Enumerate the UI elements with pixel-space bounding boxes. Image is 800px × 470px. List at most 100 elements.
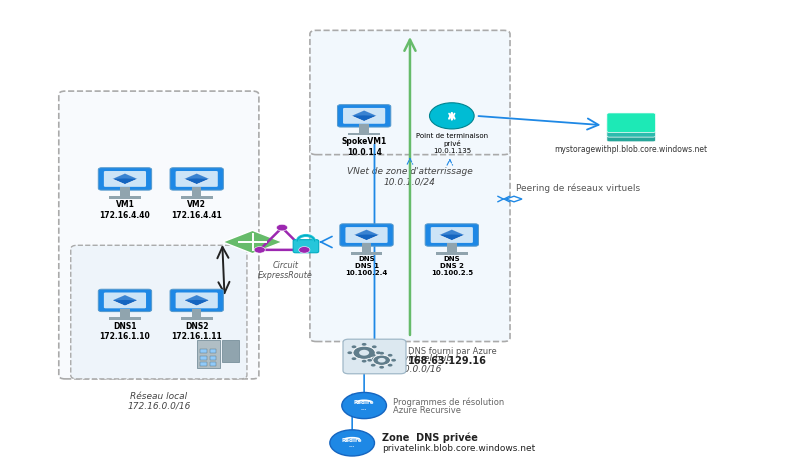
Circle shape: [378, 358, 386, 362]
FancyBboxPatch shape: [338, 105, 390, 127]
Polygon shape: [222, 230, 282, 254]
FancyBboxPatch shape: [293, 240, 318, 253]
Polygon shape: [354, 229, 379, 235]
FancyBboxPatch shape: [176, 171, 218, 187]
FancyBboxPatch shape: [340, 224, 393, 246]
Text: Circuit
ExpressRoute: Circuit ExpressRoute: [258, 261, 313, 280]
Circle shape: [371, 364, 375, 367]
Polygon shape: [351, 110, 377, 121]
Circle shape: [330, 430, 374, 456]
Polygon shape: [112, 295, 138, 306]
FancyBboxPatch shape: [176, 292, 218, 308]
Text: DNS
DNS 2
10.100.2.5: DNS DNS 2 10.100.2.5: [430, 257, 473, 276]
FancyBboxPatch shape: [104, 171, 146, 187]
Circle shape: [277, 224, 287, 231]
FancyBboxPatch shape: [104, 292, 146, 308]
FancyBboxPatch shape: [170, 168, 223, 190]
Bar: [359, 124, 369, 133]
Polygon shape: [439, 229, 465, 241]
FancyBboxPatch shape: [343, 108, 386, 124]
Circle shape: [379, 366, 384, 368]
Bar: [109, 196, 141, 198]
Circle shape: [254, 247, 266, 253]
FancyBboxPatch shape: [58, 91, 259, 379]
Circle shape: [351, 357, 356, 360]
Bar: [350, 252, 382, 255]
Circle shape: [353, 346, 375, 359]
Circle shape: [373, 355, 390, 365]
Text: Redire
...: Redire ...: [354, 400, 374, 411]
Circle shape: [391, 359, 396, 361]
FancyBboxPatch shape: [607, 113, 655, 133]
Bar: [181, 196, 213, 198]
Circle shape: [372, 345, 377, 348]
Bar: [436, 252, 468, 255]
Polygon shape: [354, 229, 379, 241]
Bar: [222, 340, 239, 362]
Text: VM1
172.16.4.40: VM1 172.16.4.40: [99, 200, 150, 220]
FancyBboxPatch shape: [70, 245, 247, 379]
Polygon shape: [184, 295, 210, 306]
FancyBboxPatch shape: [310, 138, 510, 342]
Text: Peering de réseaux virtuels: Peering de réseaux virtuels: [515, 183, 640, 193]
Circle shape: [371, 354, 375, 357]
Text: privatelink.blob.core.windows.net: privatelink.blob.core.windows.net: [382, 444, 536, 453]
Text: VM2
172.16.4.41: VM2 172.16.4.41: [171, 200, 222, 220]
Bar: [120, 309, 130, 318]
Polygon shape: [112, 173, 138, 184]
Circle shape: [362, 343, 366, 346]
Text: mystoragewithpl.blob.core.windows.net: mystoragewithpl.blob.core.windows.net: [554, 145, 708, 154]
Circle shape: [367, 359, 372, 361]
Text: Azure Recursive: Azure Recursive: [393, 406, 461, 415]
Bar: [181, 317, 213, 320]
Bar: [197, 340, 220, 368]
Text: Réseau local
172.16.0.0/16: Réseau local 172.16.0.0/16: [127, 392, 190, 411]
Bar: [210, 362, 216, 366]
FancyBboxPatch shape: [430, 227, 473, 243]
Circle shape: [351, 345, 356, 348]
Text: Réseau virtuel hub
10.100.0.0/16: Réseau virtuel hub 10.100.0.0/16: [367, 354, 453, 374]
Circle shape: [430, 103, 474, 129]
FancyBboxPatch shape: [98, 289, 152, 312]
Text: Zone  DNS privée: Zone DNS privée: [382, 433, 478, 444]
Circle shape: [388, 354, 393, 357]
Circle shape: [388, 364, 393, 367]
Bar: [200, 355, 206, 360]
Circle shape: [342, 392, 386, 419]
Circle shape: [376, 352, 381, 354]
Polygon shape: [112, 295, 138, 300]
Bar: [109, 317, 141, 320]
FancyBboxPatch shape: [98, 168, 152, 190]
Text: 168.63.129.16: 168.63.129.16: [408, 356, 487, 366]
Circle shape: [298, 247, 310, 253]
Polygon shape: [184, 173, 210, 184]
FancyBboxPatch shape: [310, 31, 510, 155]
Circle shape: [372, 357, 377, 360]
FancyBboxPatch shape: [607, 118, 655, 137]
Text: DNS2
172.16.1.11: DNS2 172.16.1.11: [171, 322, 222, 341]
Circle shape: [347, 352, 352, 354]
Bar: [192, 188, 202, 196]
Bar: [447, 243, 457, 253]
Text: DNS fourni par Azure: DNS fourni par Azure: [408, 347, 497, 356]
Bar: [362, 243, 371, 253]
Text: Redire
...: Redire ...: [342, 438, 362, 448]
Bar: [200, 349, 206, 353]
Bar: [200, 362, 206, 366]
Text: SpokeVM1
10.0.1.4: SpokeVM1 10.0.1.4: [342, 137, 386, 157]
Text: Programmes de résolution: Programmes de résolution: [393, 397, 504, 407]
FancyBboxPatch shape: [607, 122, 655, 142]
Circle shape: [362, 360, 366, 362]
Text: DNS1
172.16.1.10: DNS1 172.16.1.10: [99, 322, 150, 341]
Polygon shape: [351, 110, 377, 116]
Text: VNet de zone d'atterrissage
10.0.1.0/24: VNet de zone d'atterrissage 10.0.1.0/24: [347, 167, 473, 187]
Polygon shape: [439, 229, 465, 235]
Bar: [210, 355, 216, 360]
FancyBboxPatch shape: [425, 224, 478, 246]
Text: DNS
DNS 1
10.100.2.4: DNS DNS 1 10.100.2.4: [346, 257, 388, 276]
FancyBboxPatch shape: [170, 289, 223, 312]
Polygon shape: [184, 173, 210, 179]
Text: Point de terminaison
privé
10.0.1.135: Point de terminaison privé 10.0.1.135: [416, 133, 488, 154]
Bar: [210, 349, 216, 353]
FancyBboxPatch shape: [343, 339, 406, 374]
